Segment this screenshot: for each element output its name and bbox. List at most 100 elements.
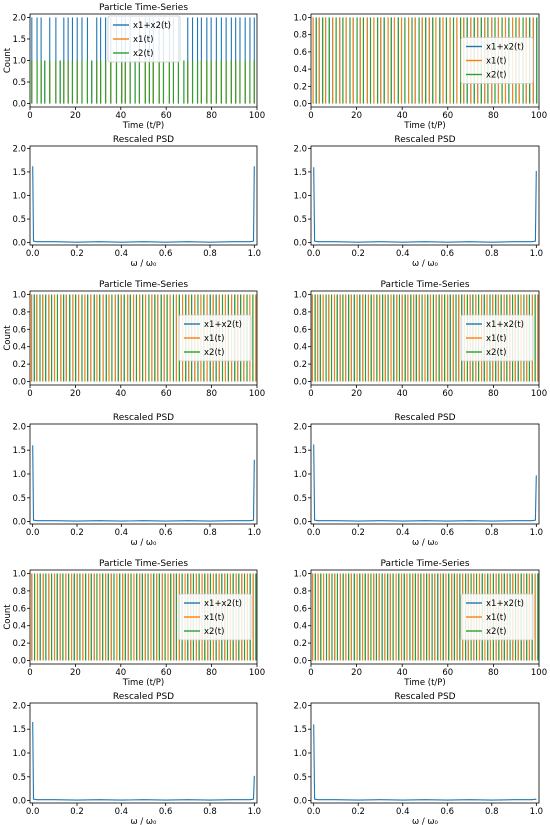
data-marks (312, 17, 538, 104)
x-tick-label: 20 (70, 668, 81, 678)
data-marks (32, 445, 255, 522)
y-tick-label: 0.6 (293, 48, 307, 58)
series-2 (31, 294, 257, 382)
x-tick-label: 1.0 (248, 807, 262, 817)
y-tick-label: 0.6 (12, 604, 26, 614)
y-tick-label: 0.8 (12, 587, 26, 597)
psd-line-1 (313, 167, 537, 243)
x-tick-label: 0.4 (115, 528, 129, 538)
subplot-title: Rescaled PSD (394, 413, 455, 423)
legend-box (460, 593, 534, 641)
x-tick-label: 60 (161, 389, 172, 399)
legend-label: x1+x2(t) (133, 21, 171, 31)
y-tick-label: 0.5 (293, 494, 307, 504)
y-tick-label: 0.2 (12, 639, 26, 649)
legend-label: x1+x2(t) (486, 320, 524, 330)
plot-background (30, 146, 257, 245)
y-tick-label: 0.0 (293, 518, 307, 528)
series-2 (31, 573, 254, 661)
y-tick-label: 1.0 (12, 57, 26, 67)
x-tick-label: 0.8 (203, 249, 217, 259)
y-tick-label: 0.0 (12, 239, 26, 249)
legend-label: x2(t) (204, 348, 224, 358)
y-tick-label: 2.0 (293, 422, 307, 432)
y-tick-label: 0.8 (293, 587, 307, 597)
subplot-title: Particle Time-Series (380, 559, 469, 569)
y-tick-label: 1.0 (293, 192, 307, 202)
y-tick-label: 0.5 (12, 494, 26, 504)
x-tick-label: 0.4 (396, 249, 410, 259)
legend: x1+x2(t) x1(t) x2(t) (178, 593, 252, 641)
legend-label: x1+x2(t) (486, 43, 524, 53)
legend-label: x1+x2(t) (204, 320, 242, 330)
y-tick-label: 0.0 (12, 378, 26, 388)
x-tick-label: 0.2 (351, 528, 365, 538)
legend-box (178, 314, 252, 362)
legend-label: x1(t) (486, 613, 506, 623)
x-axis-label: ω / ω₀ (412, 538, 439, 548)
x-tick-label: 40 (115, 111, 126, 121)
x-tick-label: 0.2 (70, 807, 84, 817)
subplot-title: Rescaled PSD (394, 135, 455, 145)
y-tick-label: 0.2 (293, 639, 307, 649)
x-tick-label: 100 (531, 111, 547, 121)
x-tick-label: 0 (308, 668, 313, 678)
y-tick-label: 1.5 (293, 168, 307, 178)
data-marks (32, 721, 255, 801)
subplot-title: Particle Time-Series (380, 280, 469, 290)
y-tick-label: 1.0 (12, 192, 26, 202)
y-tick-label: 1.0 (293, 470, 307, 480)
y-tick-label: 0.0 (293, 657, 307, 667)
x-tick-label: 0 (27, 668, 32, 678)
axes-frame (310, 13, 540, 108)
y-tick-label: 1.0 (12, 749, 26, 759)
axes-frame (29, 290, 258, 386)
psd-line-1 (313, 724, 537, 801)
x-tick-label: 80 (206, 668, 217, 678)
y-tick-label: 2.0 (12, 701, 26, 711)
subplot-4: 0.0 0.2 0.4 0.6 0.8 1.0 0.0 0.5 1.0 1.5 2.0 Rescale… (293, 135, 543, 269)
y-tick-label: 0.6 (293, 604, 307, 614)
x-tick-label: 0.8 (485, 528, 499, 538)
x-tick-label: 0 (27, 111, 32, 121)
subplot-title: Particle Time-Series (99, 559, 188, 569)
x-tick-label: 0.2 (351, 249, 365, 259)
subplot-8: 0.0 0.2 0.4 0.6 0.8 1.0 0.0 0.5 1.0 1.5 2.0 Rescale… (293, 413, 543, 548)
legend: x1+x2(t) x1(t) x2(t) (178, 314, 252, 362)
subplot-title: Particle Time-Series (99, 3, 188, 13)
legend: x1+x2(t) x1(t) x2(t) (460, 593, 534, 641)
x-axis-label: Time (t/P) (403, 121, 445, 131)
y-tick-label: 0.5 (12, 215, 26, 225)
y-axis-label: Count (3, 604, 13, 630)
y-tick-label: 0.2 (293, 82, 307, 92)
y-tick-label: 0.4 (293, 65, 307, 75)
x-tick-label: 0.0 (307, 528, 321, 538)
y-tick-label: 0.0 (12, 518, 26, 528)
subplot-11: 0.0 0.2 0.4 0.6 0.8 1.0 0.0 0.5 1.0 1.5 2.0 Rescale… (12, 692, 261, 825)
subplot-3: 0.0 0.2 0.4 0.6 0.8 1.0 0.0 0.5 1.0 1.5 2.0 Rescale… (12, 135, 261, 269)
y-tick-label: 0.4 (293, 622, 307, 632)
data-marks (313, 724, 537, 801)
subplot-title: Rescaled PSD (113, 413, 174, 423)
plot-background (30, 703, 257, 803)
x-tick-label: 100 (249, 668, 265, 678)
x-tick-label: 0.6 (441, 807, 455, 817)
legend-box (178, 593, 252, 641)
axes-frame (310, 290, 540, 386)
series-2 (311, 294, 539, 382)
legend-label: x2(t) (486, 348, 506, 358)
x-tick-label: 20 (70, 111, 81, 121)
plot-background (30, 424, 257, 524)
legend-label: x1(t) (486, 57, 506, 67)
x-tick-label: 0 (27, 389, 32, 399)
legend-box (460, 314, 534, 362)
legend-label: x2(t) (486, 71, 506, 81)
y-tick-label: 1.5 (12, 168, 26, 178)
y-tick-label: 0.0 (12, 100, 26, 110)
y-tick-label: 1.0 (293, 13, 307, 23)
x-tick-label: 40 (115, 389, 126, 399)
x-tick-label: 0.4 (115, 249, 129, 259)
y-axis-label: Count (3, 325, 13, 351)
subplot-2: 0 20 40 60 80 100 0.0 0.2 0.4 0.6 0.8 1.0 Time (t/P)… (293, 13, 547, 131)
